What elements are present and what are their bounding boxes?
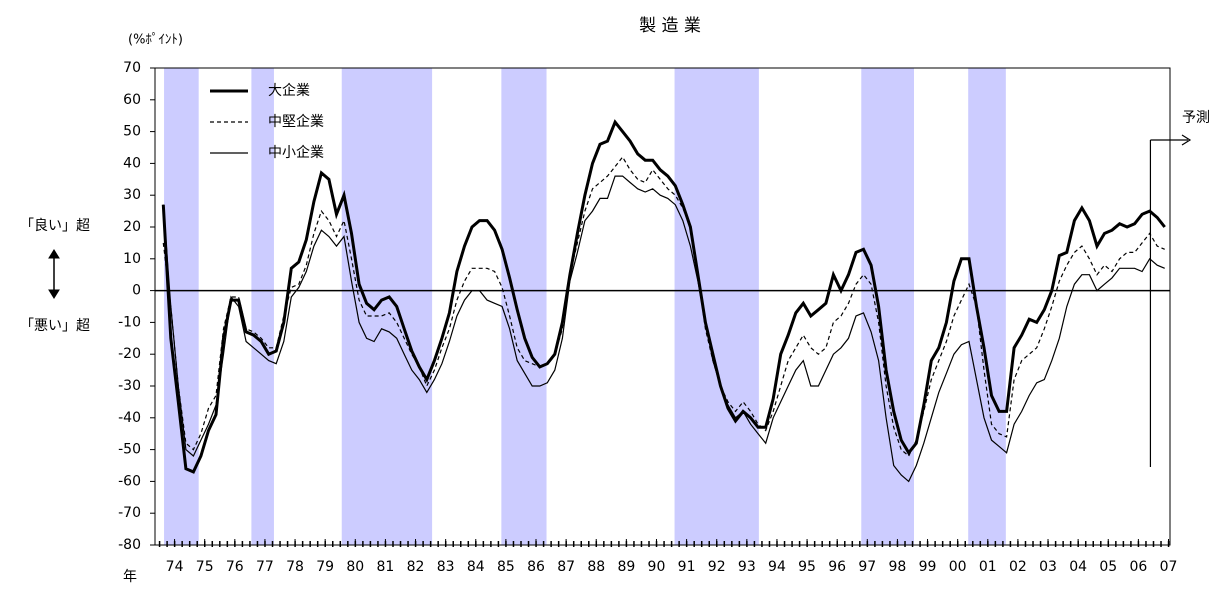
x-tick-label: 98 [889,559,907,575]
x-unit: 年 [123,569,137,585]
y-tick-label: 50 [123,124,141,140]
x-tick-label: 99 [919,559,937,575]
x-tick-label: 03 [1039,559,1057,575]
bad-label: 「悪い」超 [20,318,90,334]
shaded-period [341,68,433,545]
x-tick-label: 88 [587,559,605,575]
y-tick-label: -30 [118,378,141,394]
x-tick-label: 86 [527,559,545,575]
x-tick-label: 78 [286,559,304,575]
y-tick-label: 20 [123,219,141,235]
x-tick-label: 82 [407,559,425,575]
y-tick-label: -50 [118,442,141,458]
good-label: 「良い」超 [20,218,90,234]
x-tick-label: 01 [979,559,997,575]
shaded-period [968,68,1006,545]
series-line [162,155,1165,457]
forecast-arrowhead [1181,134,1192,146]
x-tick-label: 96 [828,559,846,575]
shaded-period [251,68,274,545]
x-tick-label: 75 [196,559,214,575]
series-line [162,175,1165,483]
shaded-period [674,68,759,545]
y-tick-label: 70 [123,60,141,76]
x-tick-label: 89 [617,559,635,575]
x-tick-label: 79 [316,559,334,575]
chart-title: 製 造 業 [639,16,701,36]
y-tick-label: 40 [123,155,141,171]
x-tick-label: 84 [467,559,485,575]
x-tick-label: 81 [376,559,394,575]
y-tick-label: 10 [123,251,141,267]
x-tick-label: 92 [708,559,726,575]
forecast-label: 予測 [1182,110,1210,126]
x-tick-label: 93 [738,559,756,575]
y-tick-label: -10 [118,314,141,330]
x-tick-label: 91 [678,559,696,575]
x-tick-label: 06 [1129,559,1147,575]
legend-label: 大企業 [268,82,310,99]
series-line [161,119,1166,474]
x-tick-label: 95 [798,559,816,575]
x-tick-label: 94 [768,559,786,575]
x-tick-label: 02 [1009,559,1027,575]
x-tick-label: 83 [437,559,455,575]
x-tick-label: 00 [949,559,967,575]
shaded-period [861,68,914,545]
shaded-period [501,68,547,545]
x-tick-label: 87 [557,559,575,575]
x-tick-label: 90 [648,559,666,575]
y-tick-label: 0 [132,283,141,299]
y-tick-label: -20 [118,346,141,362]
legend-label: 中小企業 [268,144,324,161]
y-tick-label: 30 [123,187,141,203]
plot-frame [154,67,1171,546]
x-tick-label: 76 [226,559,244,575]
y-tick-label: -80 [118,537,141,553]
y-tick-label: -70 [118,505,141,521]
x-tick-label: 77 [256,559,274,575]
x-tick-label: 05 [1099,559,1117,575]
y-unit: (%ﾎﾟｲﾝﾄ) [128,33,183,48]
y-tick-label: 60 [123,92,141,108]
x-tick-label: 80 [346,559,364,575]
x-tick-label: 04 [1069,559,1087,575]
x-tick-label: 97 [858,559,876,575]
updown-arrow [48,249,60,299]
legend-label: 中堅企業 [268,113,324,130]
y-tick-label: -40 [118,410,141,426]
x-tick-label: 74 [166,559,184,575]
x-tick-label: 07 [1160,559,1178,575]
y-tick-label: -60 [118,473,141,489]
x-tick-label: 85 [497,559,515,575]
